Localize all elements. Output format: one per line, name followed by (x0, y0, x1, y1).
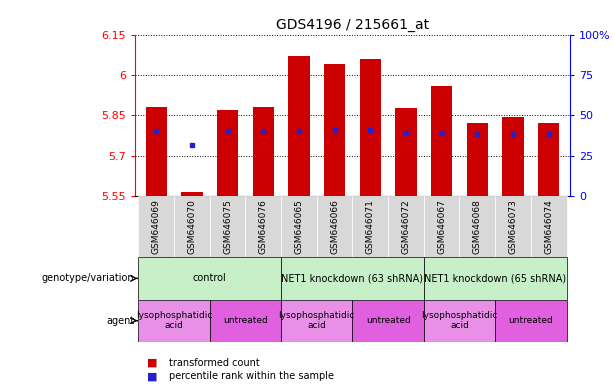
Text: GSM646071: GSM646071 (366, 199, 375, 254)
Text: control: control (193, 273, 227, 283)
Bar (281, 300, 352, 342)
Bar (281, 196, 317, 257)
Bar (352, 300, 424, 342)
Bar (424, 196, 460, 257)
Bar (139, 300, 210, 342)
Text: GSM646075: GSM646075 (223, 199, 232, 254)
Text: GSM646070: GSM646070 (188, 199, 196, 254)
Bar (531, 196, 566, 257)
Bar (174, 196, 210, 257)
Bar (181, 192, 203, 196)
Text: lysophosphatidic
acid: lysophosphatidic acid (279, 311, 355, 330)
Text: untreated: untreated (508, 316, 553, 325)
Text: transformed count: transformed count (169, 358, 259, 368)
Text: GSM646074: GSM646074 (544, 199, 553, 254)
Text: percentile rank within the sample: percentile rank within the sample (169, 371, 333, 381)
Title: GDS4196 / 215661_at: GDS4196 / 215661_at (276, 18, 429, 32)
Text: lysophosphatidic
acid: lysophosphatidic acid (136, 311, 212, 330)
Text: GSM646066: GSM646066 (330, 199, 339, 254)
Text: untreated: untreated (366, 316, 411, 325)
Bar (210, 300, 281, 342)
Bar (431, 86, 452, 196)
Bar (324, 64, 345, 196)
Text: ■: ■ (147, 358, 158, 368)
Text: GSM646069: GSM646069 (152, 199, 161, 254)
Bar (139, 196, 174, 257)
Bar (424, 300, 495, 342)
Text: GSM646073: GSM646073 (509, 199, 517, 254)
Text: agent: agent (106, 316, 134, 326)
Bar (352, 196, 388, 257)
Bar (139, 257, 281, 300)
Text: GSM646068: GSM646068 (473, 199, 482, 254)
Bar (538, 123, 560, 196)
Text: NET1 knockdown (65 shRNA): NET1 knockdown (65 shRNA) (424, 273, 566, 283)
Bar (466, 123, 488, 196)
Text: GSM646076: GSM646076 (259, 199, 268, 254)
Text: lysophosphatidic
acid: lysophosphatidic acid (421, 311, 498, 330)
Bar (495, 300, 566, 342)
Text: NET1 knockdown (63 shRNA): NET1 knockdown (63 shRNA) (281, 273, 424, 283)
Bar (145, 107, 167, 196)
Bar (424, 257, 566, 300)
Text: ■: ■ (147, 371, 158, 381)
Bar (502, 117, 524, 196)
Bar (281, 257, 424, 300)
Bar (388, 196, 424, 257)
Bar (460, 196, 495, 257)
Bar (360, 59, 381, 196)
Bar (217, 110, 238, 196)
Text: genotype/variation: genotype/variation (42, 273, 134, 283)
Bar (495, 196, 531, 257)
Bar (253, 107, 274, 196)
Bar (395, 108, 417, 196)
Text: GSM646067: GSM646067 (437, 199, 446, 254)
Bar (210, 196, 245, 257)
Bar (245, 196, 281, 257)
Text: GSM646065: GSM646065 (294, 199, 303, 254)
Text: GSM646072: GSM646072 (402, 199, 411, 254)
Text: untreated: untreated (223, 316, 268, 325)
Bar (317, 196, 352, 257)
Bar (288, 56, 310, 196)
